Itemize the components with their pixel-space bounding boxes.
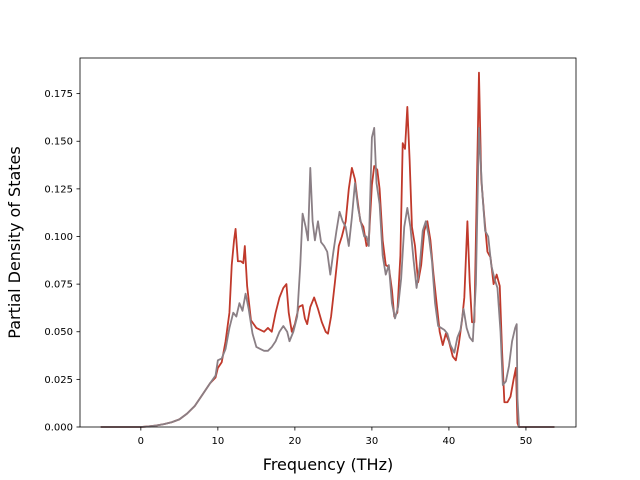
x-axis: 0 10 20 30 40 50 [138, 427, 533, 447]
x-tick-label: 30 [366, 436, 379, 447]
y-tick-label: 0.175 [44, 89, 73, 100]
x-tick-label: 10 [211, 436, 224, 447]
x-tick-label: 20 [289, 436, 302, 447]
y-tick-label: 0.150 [44, 137, 73, 148]
y-axis-title: Partial Density of States [5, 146, 24, 338]
y-tick-label: 0.125 [44, 184, 73, 195]
y-tick-label: 0.025 [44, 375, 73, 386]
plot-frame [79, 57, 577, 428]
y-tick-label: 0.000 [44, 423, 73, 434]
y-tick-label: 0.050 [44, 327, 73, 338]
series-line-2 [100, 127, 555, 428]
y-tick-label: 0.075 [44, 280, 73, 291]
series-layer [100, 71, 555, 428]
y-axis: 0.000 0.025 0.050 0.075 0.100 0.125 0.150 0.175 [44, 89, 80, 434]
x-axis-title: Frequency (THz) [263, 455, 393, 474]
x-tick-label: 0 [138, 436, 144, 447]
x-tick-label: 40 [443, 436, 456, 447]
x-tick-label: 50 [520, 436, 533, 447]
y-tick-label: 0.100 [44, 232, 73, 243]
